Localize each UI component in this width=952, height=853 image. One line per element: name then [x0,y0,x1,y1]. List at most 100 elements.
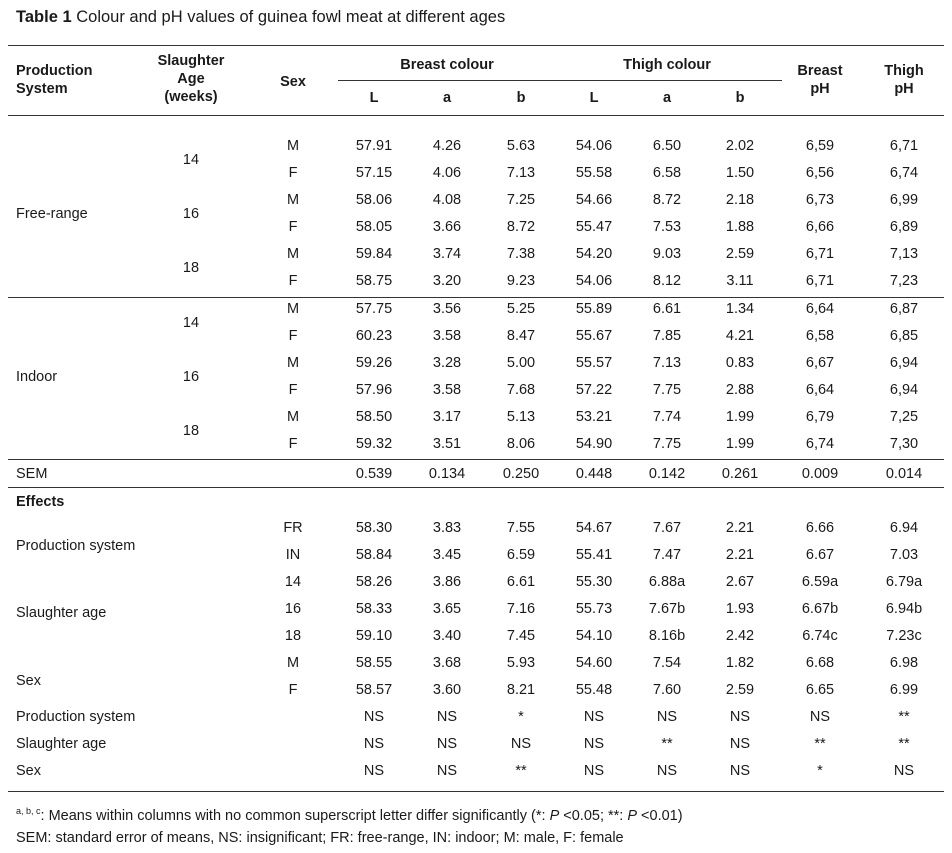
header-breast-ph: Breast pH [797,63,843,97]
effect-value: 6.67b [801,601,839,617]
header-slaughter-age: Slaughter Age (weeks) [157,53,225,105]
sem-value: 0.250 [502,466,540,482]
effect-value: 6.68 [805,655,835,671]
effect-value: 7.03 [889,547,919,563]
sex-cell: F [288,436,298,452]
footnote-superscript: a, b, c [16,806,41,816]
effect-value: 6.59 [506,547,536,563]
effect-value: 1.93 [725,601,755,617]
footnote-abbreviations: SEM: standard error of means, NS: insign… [16,830,624,846]
table-caption: Table 1 Colour and pH values of guinea f… [16,8,505,27]
value-cell: 58.05 [355,219,393,235]
value-cell: 4.26 [432,138,462,154]
effect-value: 7.54 [652,655,682,671]
significance-value: ** [898,736,910,752]
subheader-breast-b: b [516,90,526,106]
sem-value: 0.261 [721,466,759,482]
value-cell: 7.75 [652,382,682,398]
value-cell: 8.72 [652,192,682,208]
effect-value: 3.68 [432,655,462,671]
value-cell: 57.96 [355,382,393,398]
value-cell: 54.20 [575,246,613,262]
age-cell: 18 [182,259,200,276]
effect-value: 54.60 [575,655,613,671]
value-cell: 6,99 [889,192,919,208]
sex-cell: F [288,382,298,398]
subheader-thigh-l: L [589,90,599,106]
value-cell: 57.15 [355,165,393,181]
effect-value: 6.88a [648,574,686,590]
value-cell: 8.06 [506,436,536,452]
value-cell: 54.06 [575,138,613,154]
rule-after-sem [8,487,944,488]
value-cell: 1.88 [725,219,755,235]
effect-value: 6.59a [801,574,839,590]
effect-value: 6.99 [889,682,919,698]
value-cell: 3.56 [432,301,462,317]
subheader-thigh-a: a [662,90,672,106]
significance-value: * [817,763,823,779]
value-cell: 6,71 [805,246,835,262]
value-cell: 3.17 [432,409,462,425]
value-cell: 4.21 [725,328,755,344]
effect-value: 2.21 [725,520,755,536]
footnote-significance: a, b, c: Means within columns with no co… [16,806,683,824]
value-cell: 2.59 [725,246,755,262]
effect-value: 7.55 [506,520,536,536]
effect-value: 2.59 [725,682,755,698]
value-cell: 6,59 [805,138,835,154]
value-cell: 7.38 [506,246,536,262]
effect-value: 6.98 [889,655,919,671]
effect-level: 16 [284,601,302,617]
rule-before-sem [8,459,944,460]
value-cell: 7.75 [652,436,682,452]
value-cell: 6.50 [652,138,682,154]
effect-label: Production system [16,537,136,554]
significance-value: NS [436,736,458,752]
value-cell: 5.00 [506,355,536,371]
significance-value: NS [656,763,678,779]
significance-value: NS [436,709,458,725]
effect-value: 1.82 [725,655,755,671]
value-cell: 55.58 [575,165,613,181]
effect-value: 58.57 [355,682,393,698]
value-cell: 54.90 [575,436,613,452]
effect-value: 7.47 [652,547,682,563]
significance-value: NS [583,736,605,752]
value-cell: 7.74 [652,409,682,425]
effect-value: 6.65 [805,682,835,698]
value-cell: 57.22 [575,382,613,398]
sex-cell: F [288,165,298,181]
sem-label: SEM [16,466,48,482]
value-cell: 8.47 [506,328,536,344]
header-thigh-ph: Thigh pH [884,63,924,97]
rule-top [8,45,944,46]
effect-value: 3.40 [432,628,462,644]
significance-value: NS [809,709,831,725]
value-cell: 9.23 [506,273,536,289]
system-cell: Free-range [16,205,88,222]
value-cell: 6,85 [889,328,919,344]
value-cell: 55.89 [575,301,613,317]
value-cell: 7,25 [889,409,919,425]
value-cell: 54.66 [575,192,613,208]
value-cell: 1.50 [725,165,755,181]
system-cell: Indoor [16,368,58,385]
significance-value: NS [583,763,605,779]
significance-label: Production system [16,709,136,725]
effect-value: 3.65 [432,601,462,617]
effect-value: 58.30 [355,520,393,536]
value-cell: 7.68 [506,382,536,398]
significance-value: NS [436,763,458,779]
sem-value: 0.539 [355,466,393,482]
value-cell: 3.11 [726,273,754,289]
value-cell: 58.06 [355,192,393,208]
significance-value: ** [898,709,910,725]
value-cell: 6,56 [805,165,835,181]
effect-value: 7.16 [506,601,536,617]
sex-cell: M [286,301,300,317]
significance-value: NS [363,736,385,752]
effect-value: 7.67b [648,601,686,617]
value-cell: 2.88 [725,382,755,398]
effect-value: 8.21 [506,682,536,698]
